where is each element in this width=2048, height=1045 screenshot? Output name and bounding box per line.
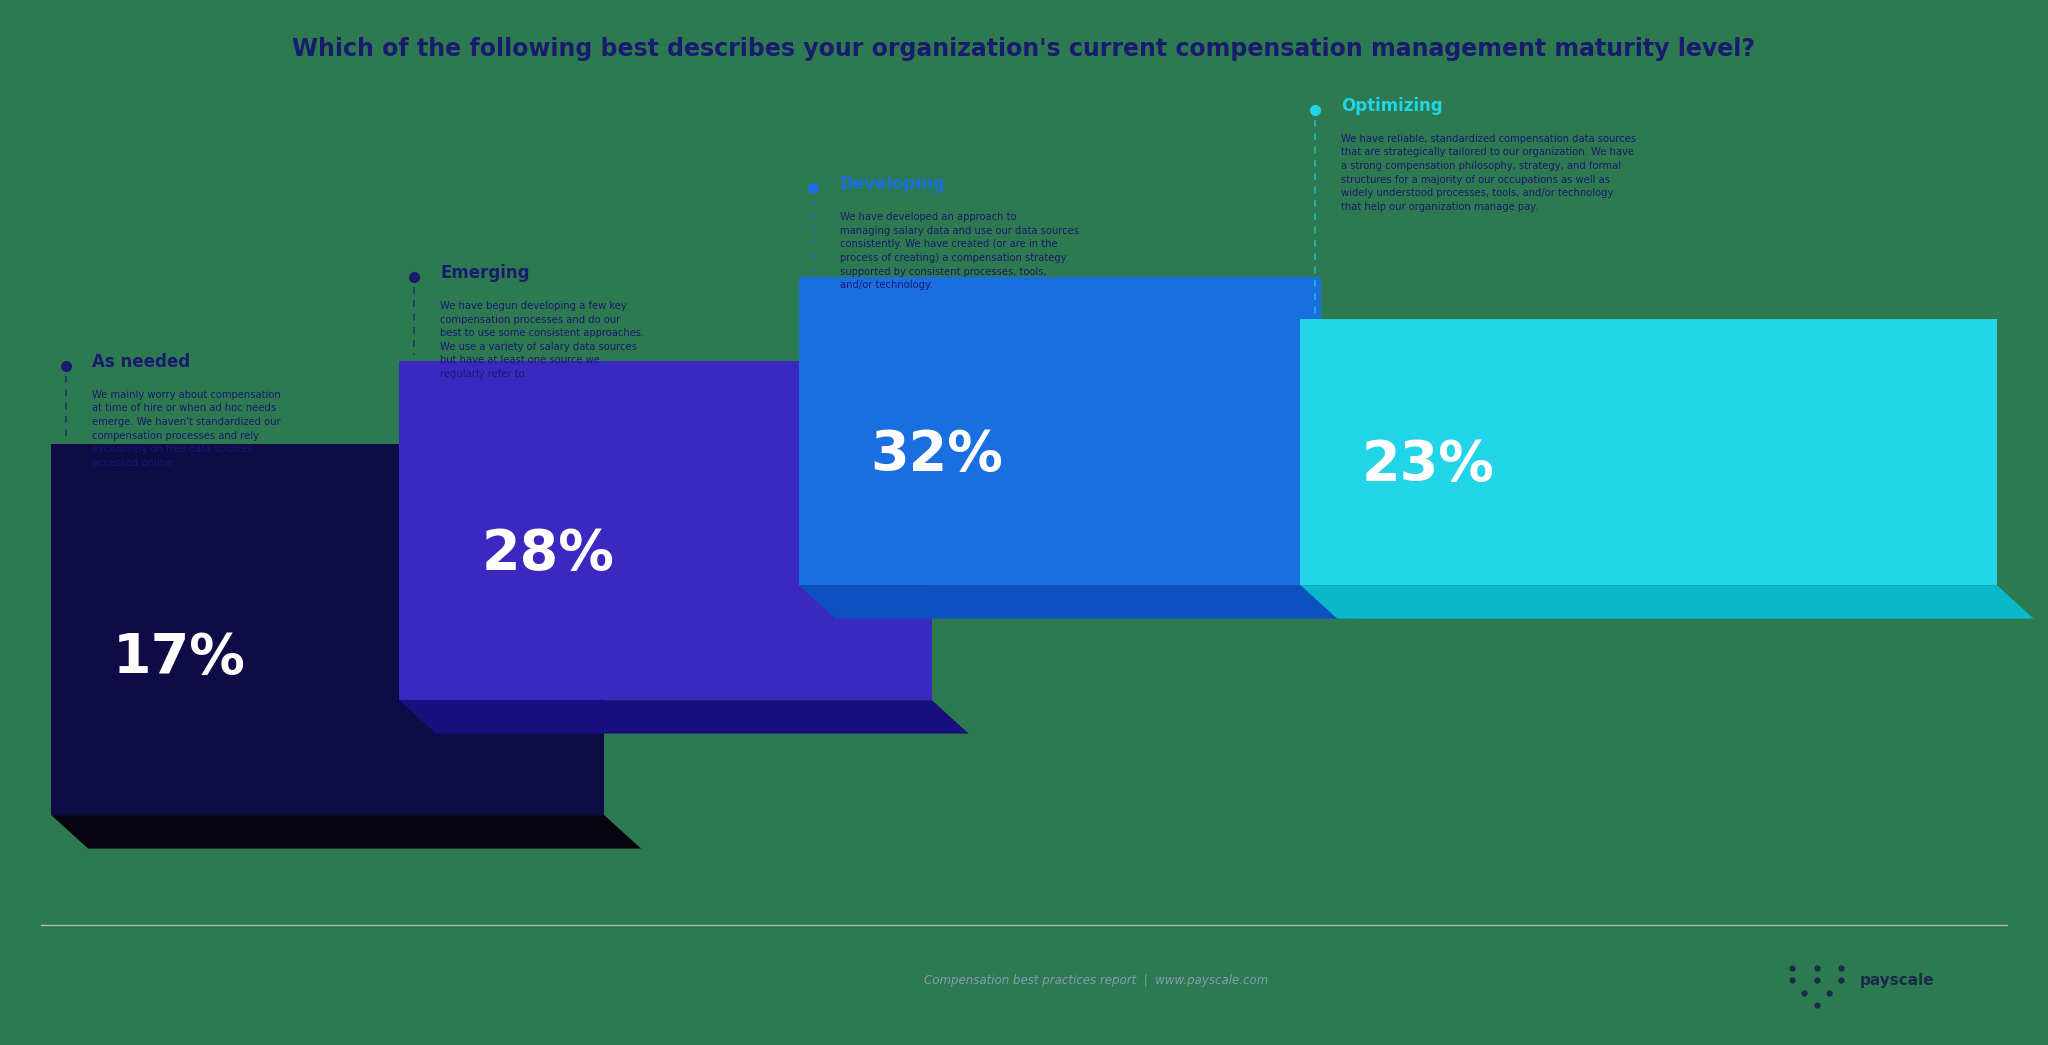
Polygon shape bbox=[51, 815, 641, 849]
Bar bbox=[1300, 319, 1997, 585]
Text: 32%: 32% bbox=[870, 427, 1004, 482]
Polygon shape bbox=[799, 585, 1358, 619]
Text: We have reliable, standardized compensation data sources
that are strategically : We have reliable, standardized compensat… bbox=[1341, 134, 1636, 212]
Text: Developing: Developing bbox=[840, 176, 946, 193]
Text: As needed: As needed bbox=[92, 353, 190, 371]
Polygon shape bbox=[399, 700, 969, 734]
Text: payscale: payscale bbox=[1860, 973, 1933, 988]
Polygon shape bbox=[1300, 585, 2034, 619]
Text: Compensation best practices report  |  www.payscale.com: Compensation best practices report | www… bbox=[924, 974, 1268, 986]
Bar bbox=[51, 444, 604, 815]
Bar bbox=[399, 361, 932, 700]
Text: Emerging: Emerging bbox=[440, 264, 530, 282]
Text: Optimizing: Optimizing bbox=[1341, 97, 1444, 115]
Text: 23%: 23% bbox=[1362, 438, 1495, 492]
Bar bbox=[799, 277, 1321, 585]
Text: We mainly worry about compensation
at time of hire or when ad hoc needs
emerge. : We mainly worry about compensation at ti… bbox=[92, 390, 281, 468]
Text: 17%: 17% bbox=[113, 631, 246, 686]
Text: We have developed an approach to
managing salary data and use our data sources
c: We have developed an approach to managin… bbox=[840, 212, 1079, 291]
Text: We have begun developing a few key
compensation processes and do our
best to use: We have begun developing a few key compe… bbox=[440, 301, 645, 379]
Text: Which of the following best describes your organization's current compensation m: Which of the following best describes yo… bbox=[293, 37, 1755, 61]
Text: 28%: 28% bbox=[481, 527, 614, 581]
